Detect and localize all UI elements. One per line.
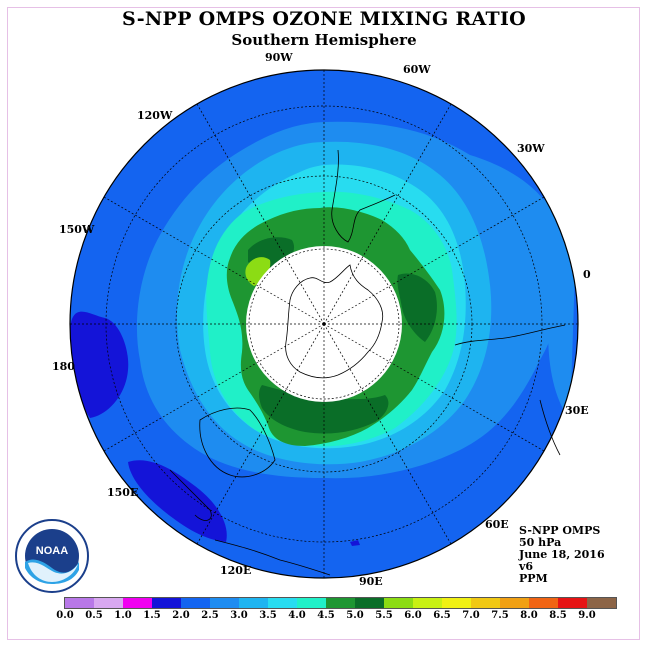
colorbar-tick-label: 0.5 bbox=[85, 610, 103, 621]
colorbar-swatch bbox=[123, 598, 152, 608]
info-pressure: 50 hPa bbox=[519, 536, 562, 549]
colorbar-swatch bbox=[268, 598, 297, 608]
colorbar-swatch bbox=[384, 598, 413, 608]
colorbar-tick-label: 5.0 bbox=[346, 610, 364, 621]
colorbar bbox=[64, 597, 617, 609]
lon-label-30w: 30W bbox=[517, 142, 545, 155]
nz-coast bbox=[169, 469, 212, 521]
lon-label-120e: 120E bbox=[220, 564, 251, 577]
colorbar-tick-label: 4.0 bbox=[288, 610, 306, 621]
colorbar-swatch bbox=[355, 598, 384, 608]
lon-label-90e: 90E bbox=[359, 575, 383, 588]
colorbar-swatch bbox=[500, 598, 529, 608]
colorbar-tick-label: 6.5 bbox=[433, 610, 451, 621]
colorbar-swatch bbox=[442, 598, 471, 608]
lon-label-180: 180 bbox=[52, 360, 75, 373]
colorbar-swatch bbox=[587, 598, 616, 608]
colorbar-tick-label: 9.0 bbox=[578, 610, 596, 621]
lon-label-120w: 120W bbox=[137, 109, 173, 122]
lon-label-150e: 150E bbox=[107, 486, 138, 499]
south-pole-marker bbox=[322, 322, 326, 326]
colorbar-swatch bbox=[239, 598, 268, 608]
colorbar-swatch bbox=[152, 598, 181, 608]
colorbar-tick-label: 7.5 bbox=[491, 610, 509, 621]
info-units: PPM bbox=[519, 572, 548, 585]
colorbar-tick-label: 8.5 bbox=[549, 610, 567, 621]
colorbar-tick-label: 0.0 bbox=[56, 610, 74, 621]
lon-label-90w: 90W bbox=[265, 51, 293, 64]
band-5-0-right bbox=[397, 273, 437, 342]
colorbar-tick-label: 3.5 bbox=[259, 610, 277, 621]
colorbar-tick-label: 6.0 bbox=[404, 610, 422, 621]
indonesia-coast bbox=[214, 539, 331, 576]
band-5-5 bbox=[245, 257, 271, 286]
colorbar-swatch bbox=[558, 598, 587, 608]
svg-text:NOAA: NOAA bbox=[36, 545, 68, 557]
colorbar-tick-label: 1.5 bbox=[143, 610, 161, 621]
colorbar-tick-label: 2.0 bbox=[172, 610, 190, 621]
colorbar-swatch bbox=[181, 598, 210, 608]
colorbar-swatch bbox=[529, 598, 558, 608]
south-america-coast bbox=[331, 149, 396, 243]
colorbar-tick-label: 2.5 bbox=[201, 610, 219, 621]
colorbar-tick-label: 5.5 bbox=[375, 610, 393, 621]
lon-label-30e: 30E bbox=[565, 404, 589, 417]
graticule bbox=[70, 70, 578, 578]
colorbar-swatch bbox=[471, 598, 500, 608]
colorbar-tick-label: 8.0 bbox=[520, 610, 538, 621]
africa-coast bbox=[454, 324, 566, 456]
colorbar-tick-label: 4.5 bbox=[317, 610, 335, 621]
info-version: v6 bbox=[519, 560, 534, 573]
colorbar-swatch bbox=[413, 598, 442, 608]
map-subtitle: Southern Hemisphere bbox=[231, 31, 417, 49]
colorbar-swatch bbox=[94, 598, 123, 608]
plot-frame bbox=[7, 7, 640, 640]
colorbar-ticks: 0.0 0.5 1.0 1.5 2.0 2.5 3.0 3.5 4.0 4.5 5.0 5.5 6.0 6… bbox=[0, 610, 648, 624]
lon-label-0: 0 bbox=[583, 268, 591, 281]
info-instrument: S-NPP OMPS bbox=[519, 524, 601, 537]
colorbar-swatch bbox=[297, 598, 326, 608]
info-date: June 18, 2016 bbox=[519, 548, 605, 561]
colorbar-swatch bbox=[65, 598, 94, 608]
info-panel: S-NPP OMPS 50 hPa June 18, 2016 v6 PPM bbox=[519, 525, 605, 585]
australia-coast bbox=[199, 407, 276, 478]
lon-label-60e: 60E bbox=[485, 518, 509, 531]
lon-label-150w: 150W bbox=[59, 223, 95, 236]
band-1-5-southwest bbox=[128, 460, 227, 542]
colorbar-swatch bbox=[210, 598, 239, 608]
colorbar-tick-label: 3.0 bbox=[230, 610, 248, 621]
colorbar-tick-label: 1.0 bbox=[114, 610, 132, 621]
colorbar-tick-label: 7.0 bbox=[462, 610, 480, 621]
map-border bbox=[69, 69, 579, 579]
lon-label-60w: 60W bbox=[403, 63, 431, 76]
coastlines bbox=[169, 149, 566, 576]
band-1-5-spot bbox=[350, 540, 360, 546]
map-title: S-NPP OMPS OZONE MIXING RATIO bbox=[121, 8, 527, 30]
band-1-5-west bbox=[70, 311, 129, 418]
colorbar-swatch bbox=[326, 598, 355, 608]
noaa-logo: NOAA bbox=[15, 519, 89, 593]
